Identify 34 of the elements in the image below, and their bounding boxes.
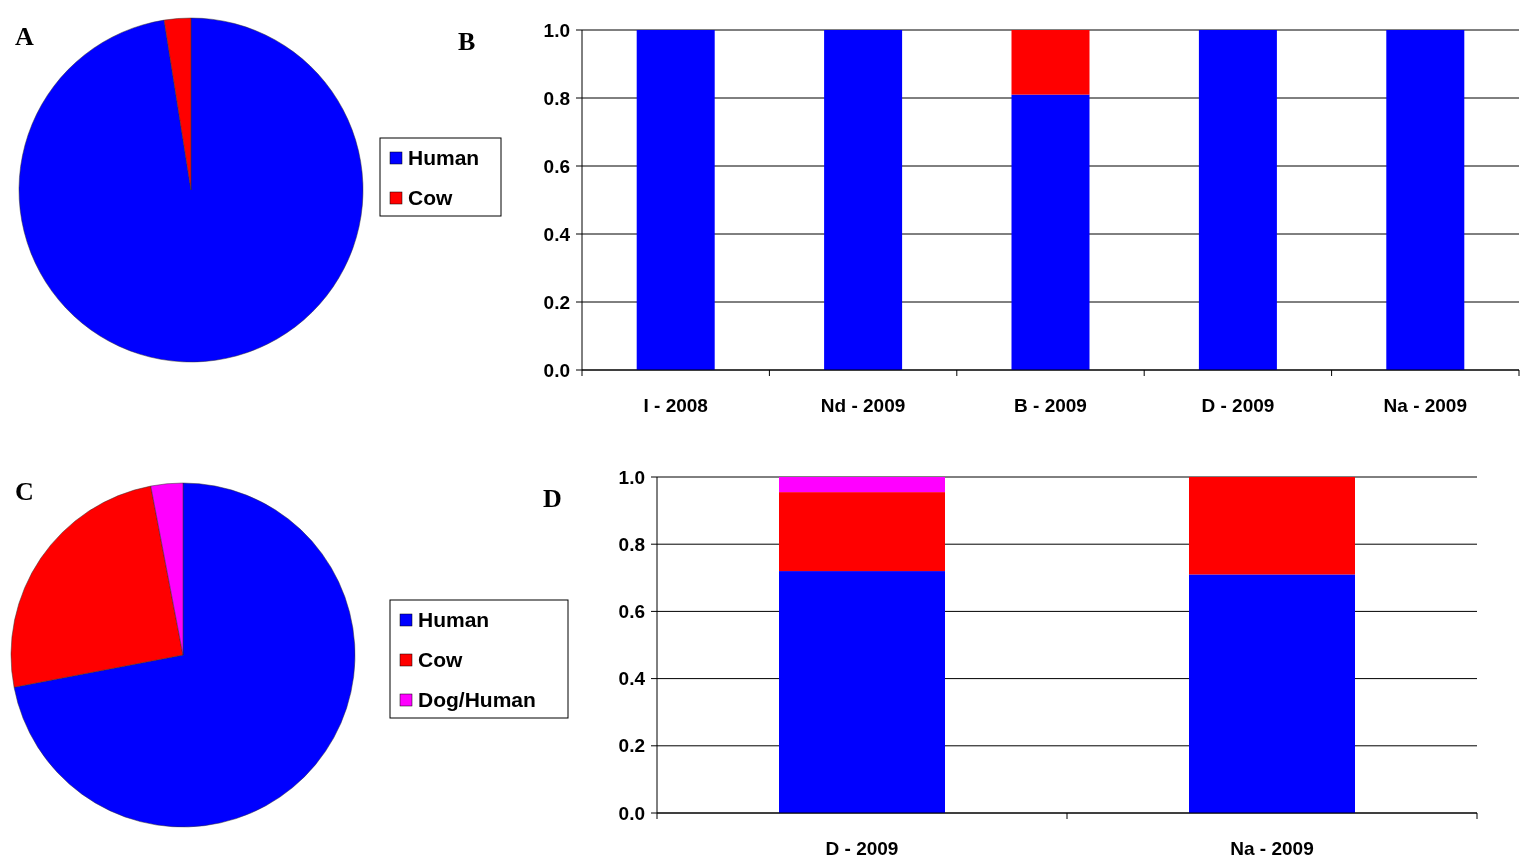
- bar: [779, 477, 945, 493]
- bar: [1189, 477, 1355, 575]
- legend-label: Dog/Human: [418, 688, 536, 711]
- x-tick-label: D - 2009: [1201, 395, 1275, 416]
- y-tick-label: 1.0: [543, 19, 570, 41]
- y-tick-label: 0.4: [618, 668, 646, 690]
- bar: [779, 492, 945, 572]
- chart-title: B: [458, 27, 476, 56]
- y-tick-label: 0.8: [618, 533, 645, 555]
- x-tick-label: Nd - 2009: [820, 395, 906, 416]
- y-tick-label: 0.2: [543, 291, 570, 313]
- bar: [779, 571, 945, 813]
- legend-label: Human: [408, 146, 480, 169]
- legend-label: Cow: [408, 186, 453, 209]
- chart-title: D: [543, 484, 562, 513]
- y-tick-label: 0.6: [618, 601, 645, 623]
- bar: [1189, 574, 1355, 813]
- x-tick-label: B - 2009: [1014, 395, 1087, 416]
- pie-slice: [13, 482, 356, 828]
- y-tick-label: 0.0: [618, 802, 645, 824]
- y-tick-label: 1.0: [618, 466, 645, 488]
- y-tick-label: 0.6: [543, 155, 570, 177]
- x-tick-label: Na - 2009: [1383, 395, 1468, 416]
- chart-title: C: [15, 477, 34, 506]
- x-tick-label: Na - 2009: [1230, 838, 1314, 859]
- y-tick-label: 0.8: [543, 87, 570, 109]
- chart-title: A: [15, 22, 34, 51]
- legend-label: Human: [418, 608, 490, 631]
- x-tick-label: D - 2009: [825, 838, 899, 859]
- y-tick-label: 0.2: [618, 735, 645, 757]
- y-tick-label: 0.0: [543, 359, 570, 381]
- x-tick-label: I - 2008: [643, 395, 708, 416]
- y-tick-label: 0.4: [543, 223, 571, 245]
- legend-label: Cow: [418, 648, 463, 671]
